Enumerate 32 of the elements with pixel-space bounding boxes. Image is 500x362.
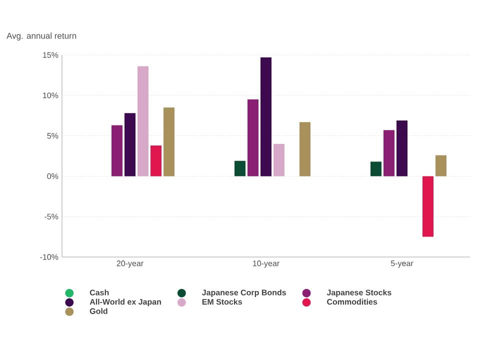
bar (274, 144, 284, 176)
y-tick-label: 5% (47, 132, 58, 139)
bar (384, 130, 394, 176)
x-tick-label: 5-year (390, 260, 414, 268)
x-tick-label: 20-year (116, 260, 144, 268)
bar (138, 66, 148, 176)
bar (112, 125, 122, 176)
y-tick-label: -5% (44, 214, 58, 220)
bar (436, 155, 446, 176)
legend-label: Commodities (327, 298, 378, 305)
bar (422, 176, 434, 237)
bar (300, 122, 310, 176)
y-tick-label: 15% (43, 52, 58, 58)
legend-label: Japanese Corp Bonds (202, 289, 286, 297)
x-tick-label: 10-year (253, 260, 280, 268)
bar (234, 160, 246, 176)
y-tick-label: 10% (43, 92, 58, 98)
bar (164, 108, 174, 176)
bar (248, 99, 258, 176)
bar (370, 162, 382, 176)
y-tick-label: 0% (47, 173, 58, 180)
legend-label: EM Stocks (202, 298, 242, 305)
bar (260, 57, 272, 176)
y-axis-title: Avg. annual return (6, 32, 76, 40)
legend-label: All-World ex Japan (90, 298, 161, 306)
bar (150, 145, 162, 176)
bar (124, 113, 136, 176)
legend-label: Japanese Stocks (326, 289, 392, 297)
y-tick-label: -10% (40, 254, 58, 260)
bar (396, 120, 408, 176)
legend-label: Gold (90, 308, 108, 314)
legend-label: Cash (90, 289, 109, 296)
